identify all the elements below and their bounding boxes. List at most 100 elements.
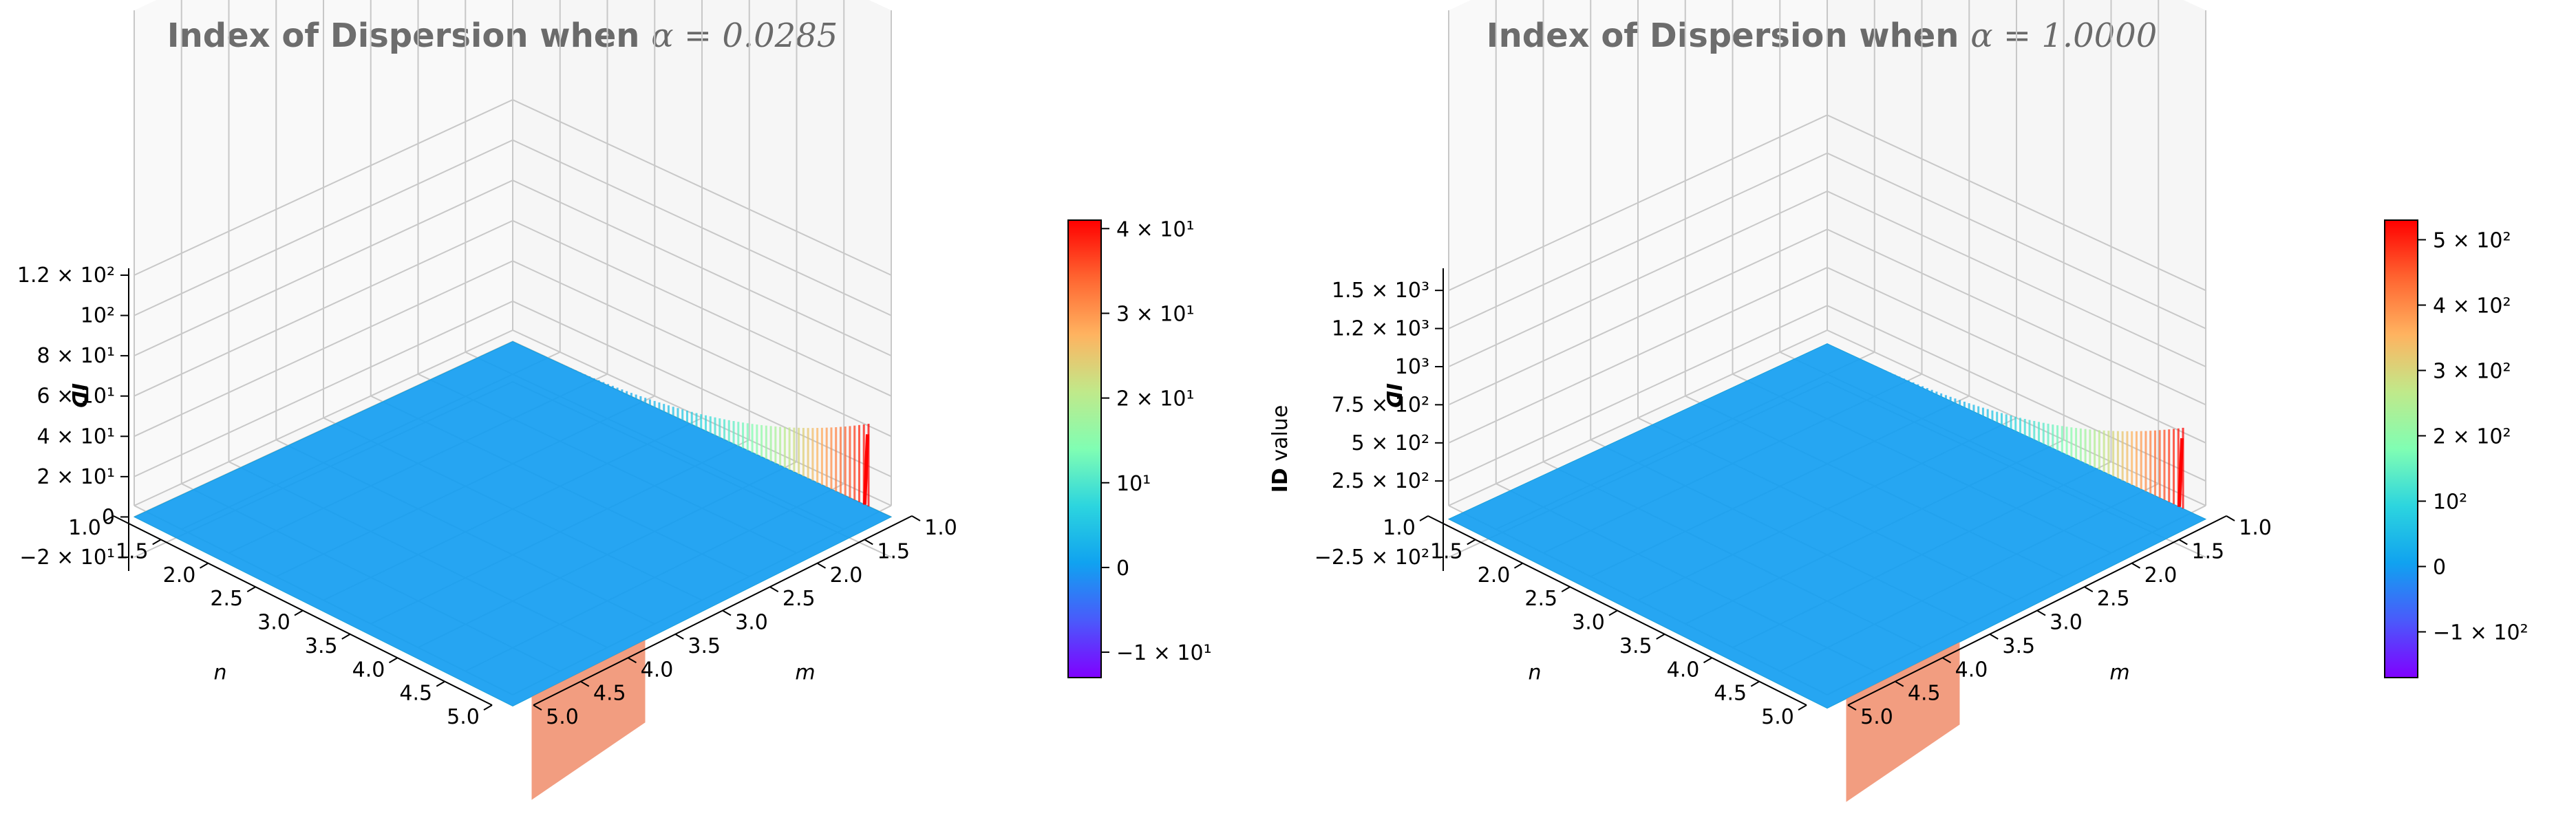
y-tick-label: 5.0	[1860, 705, 1893, 729]
x-tick-label: 2.5	[1524, 587, 1557, 611]
z-tick-label: 7.5 × 10²	[1332, 393, 1429, 417]
chart-panel-2: Index of Dispersion when α = 1.0000 1.01…	[1314, 0, 2529, 802]
y-tick-mark	[627, 657, 637, 664]
x-tick-label: 5.0	[1761, 705, 1794, 729]
colorbar-tick-label: 10²	[2433, 490, 2467, 515]
surface-spikes	[546, 357, 870, 507]
grid-line	[1448, 114, 2206, 292]
x-tick-label: 3.5	[305, 634, 338, 658]
y-tick-mark	[2226, 515, 2235, 521]
colorbar-tick-label: 4 × 10²	[2433, 294, 2511, 319]
chart-panel-1: Index of Dispersion when α = 0.0285 1.0 1…	[17, 0, 1292, 800]
z-tick-label: 1.2 × 10³	[1332, 317, 1429, 341]
y-tick-mark	[1847, 704, 1857, 711]
z-tick-label: 10²	[81, 304, 115, 328]
y-tick-label: 5.0	[546, 705, 579, 729]
y-tick-label: 2.5	[2097, 587, 2130, 611]
y-tick-label: 3.0	[735, 611, 768, 635]
x-tick-mark	[246, 586, 256, 592]
y-tick-mark	[911, 515, 921, 521]
z-tick-label: 0	[102, 505, 115, 529]
colorbar-label: ID value	[1268, 405, 1292, 493]
z-tick-label: 4 × 10¹	[37, 424, 116, 449]
y-tick-label: 3.5	[2002, 634, 2035, 658]
colorbar-tick-label: 4 × 10¹	[1116, 217, 1195, 241]
grid-line	[134, 139, 892, 316]
y-tick-label: 2.0	[2144, 563, 2178, 587]
surface-base	[133, 341, 893, 706]
y-tick-mark	[1941, 657, 1952, 664]
x-tick-mark	[341, 634, 351, 640]
grid-line	[1448, 305, 2206, 482]
x-axis-label: n	[213, 661, 226, 685]
x-tick-mark	[388, 657, 398, 664]
z-tick-label: 6 × 10¹	[37, 385, 116, 409]
x-tick-label: 4.0	[1667, 658, 1700, 682]
colorbar-label-id: ID	[1268, 468, 1292, 493]
y-tick-mark	[533, 704, 542, 711]
x-tick-mark	[294, 609, 304, 616]
z-tick-label: 2 × 10¹	[37, 465, 116, 489]
y-tick-mark	[674, 634, 684, 640]
colorbar-tick-label: −1 × 10¹	[1116, 641, 1212, 665]
chart-title-1: Index of Dispersion when α = 0.0285	[167, 17, 838, 55]
surface-front-fold	[1846, 642, 1960, 802]
y-tick-label: 2.5	[783, 587, 816, 611]
grid-line	[134, 219, 892, 397]
y-tick-mark	[2131, 562, 2141, 569]
colorbar-1: −1 × 10¹ 0 10¹ 2 × 10¹ 3 × 10¹ 4 × 10¹ ID valu…	[1067, 217, 1292, 678]
plot-area-2: 1.0 1.5 2.0 2.5 3.0 3.5 4.0 4.5 5.0 1.0 1.5 2.0 2.5 3…	[1314, 0, 2272, 802]
x-tick-mark	[152, 539, 162, 546]
surface-peak	[2178, 438, 2184, 507]
x-tick-label: 3.0	[257, 611, 290, 635]
colorbar-gradient	[2384, 219, 2418, 678]
surface-peak	[863, 434, 869, 505]
x-tick-label: 4.5	[1714, 682, 1747, 706]
colorbar-tick-label: 5 × 10²	[2433, 229, 2511, 253]
colorbar-tick-label: 2 × 10¹	[1116, 387, 1195, 411]
grid-line	[1448, 266, 2206, 444]
y-tick-label: 3.0	[2050, 611, 2083, 635]
grid-line	[134, 98, 892, 276]
x-tick-mark	[1513, 562, 1524, 569]
x-tick-mark	[1656, 634, 1665, 640]
x-tick-mark	[1798, 704, 1807, 711]
x-tick-label: 1.5	[116, 539, 149, 563]
colorbar-label-value: value	[1268, 405, 1292, 468]
x-tick-label: 2.0	[1478, 563, 1511, 587]
colorbar-tick-label: 3 × 10¹	[1116, 302, 1195, 326]
y-tick-mark	[1895, 680, 1904, 687]
z-axis-label: ID	[67, 383, 91, 408]
x-tick-label: 1.0	[68, 516, 101, 540]
z-tick-label: 10³	[1395, 355, 1429, 379]
y-tick-label: 1.0	[2239, 516, 2272, 540]
x-tick-label: 4.5	[399, 682, 432, 706]
grid-line	[1448, 228, 2206, 406]
x-tick-mark	[436, 680, 445, 687]
x-tick-mark	[1467, 539, 1476, 546]
x-tick-mark	[1608, 609, 1618, 616]
z-tick-label: 2.5 × 10²	[1332, 469, 1429, 493]
y-tick-mark	[2036, 609, 2046, 616]
y-tick-mark	[2084, 586, 2094, 592]
z-tick-label: −2 × 10¹	[19, 546, 115, 570]
x-tick-label: 3.0	[1572, 611, 1605, 635]
colorbar-tick-label: −1 × 10²	[2433, 621, 2529, 645]
x-tick-mark	[1561, 586, 1571, 592]
colorbar-tick-label: 3 × 10²	[2433, 360, 2511, 384]
colorbar-tick-label: 0	[1116, 557, 1129, 581]
y-tick-label: 4.5	[593, 682, 626, 706]
x-tick-label: 2.0	[163, 563, 196, 587]
y-tick-mark	[769, 586, 779, 592]
x-tick-mark	[199, 562, 209, 569]
x-tick-label: 2.5	[210, 587, 243, 611]
y-tick-mark	[580, 680, 590, 687]
x-tick-label: 3.5	[1619, 634, 1652, 658]
x-tick-label: 1.5	[1430, 539, 1463, 563]
y-tick-label: 1.5	[2191, 539, 2224, 563]
z-axis-label: ID	[1381, 383, 1405, 408]
x-tick-mark	[483, 704, 493, 711]
x-axis-label: n	[1528, 661, 1541, 685]
y-axis-label: m	[795, 661, 815, 685]
